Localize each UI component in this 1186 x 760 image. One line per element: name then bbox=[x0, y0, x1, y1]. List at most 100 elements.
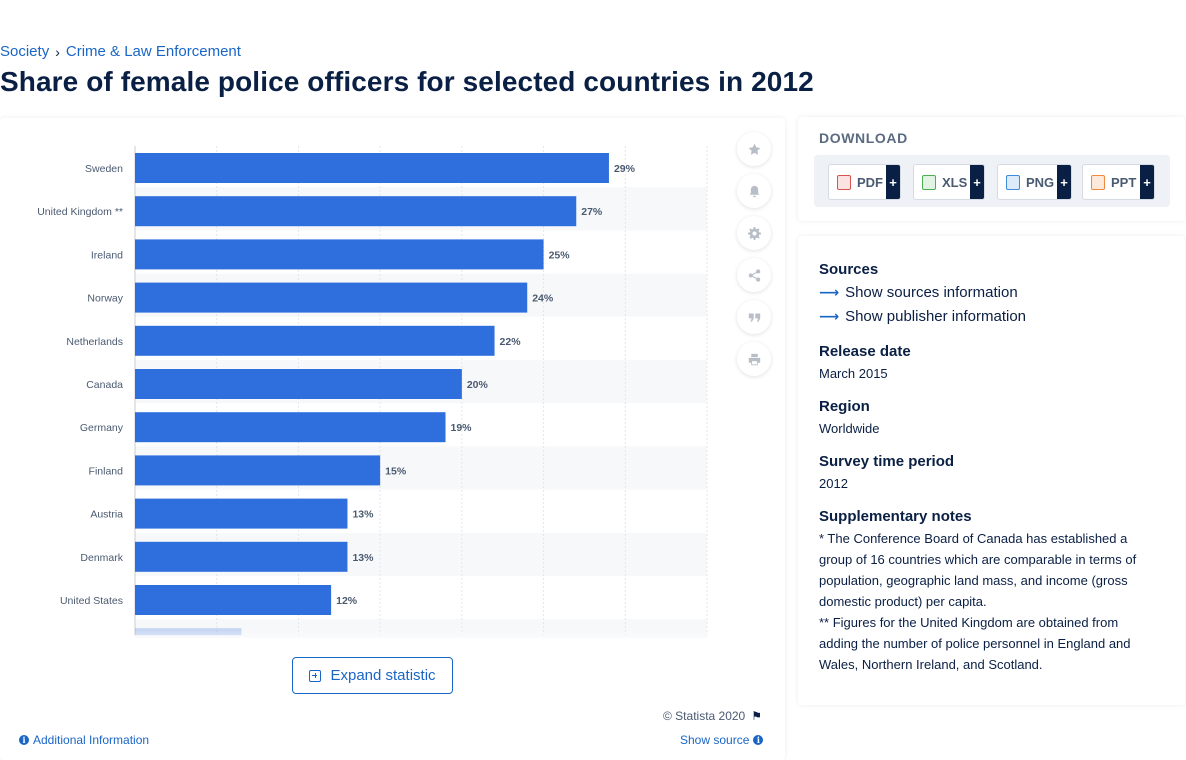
download-png-plus[interactable]: + bbox=[1057, 165, 1071, 199]
notification-button[interactable] bbox=[737, 174, 771, 208]
bar bbox=[135, 153, 609, 183]
bar bbox=[135, 196, 577, 227]
value-label: 19% bbox=[451, 422, 473, 434]
additional-information-label: Additional Information bbox=[33, 733, 150, 747]
download-xls-button[interactable]: XLS + bbox=[913, 164, 985, 200]
value-label: 27% bbox=[581, 206, 603, 218]
download-ppt-button[interactable]: PPT + bbox=[1082, 164, 1155, 200]
note-united-kingdom: ** Figures for the United Kingdom are ob… bbox=[819, 615, 1131, 672]
category-label: Netherlands bbox=[66, 336, 123, 348]
download-pdf-plus[interactable]: + bbox=[886, 165, 900, 199]
download-xls-plus[interactable]: + bbox=[970, 165, 984, 199]
bar bbox=[135, 239, 544, 270]
category-label: Austria bbox=[90, 509, 123, 521]
show-source-label: Show source bbox=[680, 733, 750, 747]
value-label: 20% bbox=[467, 379, 489, 391]
value-label: 15% bbox=[385, 465, 407, 477]
cite-button[interactable] bbox=[737, 300, 771, 334]
bar bbox=[135, 455, 381, 486]
sources-title: Sources bbox=[819, 261, 879, 278]
ppt-file-icon bbox=[1091, 174, 1105, 190]
bar bbox=[135, 369, 462, 399]
expand-icon bbox=[309, 669, 322, 682]
breadcrumb-society-link[interactable]: Society bbox=[0, 43, 50, 60]
download-ppt-plus[interactable]: + bbox=[1140, 165, 1154, 199]
flag-icon[interactable]: ⚑ bbox=[751, 709, 762, 723]
value-label: 22% bbox=[500, 336, 522, 348]
xls-file-icon bbox=[922, 174, 936, 190]
category-label: Denmark bbox=[80, 552, 123, 564]
value-label: 13% bbox=[352, 509, 374, 521]
share-button[interactable] bbox=[737, 258, 771, 292]
arrow-right-icon: ⟶ bbox=[819, 284, 840, 300]
breadcrumb-crime-link[interactable]: Crime & Law Enforcement bbox=[65, 43, 241, 60]
show-source-link[interactable]: Show source i bbox=[680, 733, 764, 747]
category-label: Canada bbox=[86, 379, 123, 391]
region-title: Region bbox=[819, 398, 870, 415]
supplementary-notes: * The Conference Board of Canada has est… bbox=[819, 528, 1159, 675]
info-icon: i bbox=[19, 735, 29, 745]
region-value: Worldwide bbox=[819, 421, 880, 436]
chart-fade bbox=[0, 629, 730, 638]
category-label: Germany bbox=[80, 422, 124, 434]
download-xls-label: XLS bbox=[942, 174, 968, 190]
category-label: Finland bbox=[89, 465, 124, 477]
category-label: Sweden bbox=[85, 163, 123, 175]
quote-icon bbox=[748, 312, 760, 322]
bar bbox=[135, 282, 528, 313]
category-label: Ireland bbox=[91, 249, 123, 261]
arrow-right-icon: ⟶ bbox=[819, 308, 840, 324]
breadcrumb: Society › Crime & Law Enforcement bbox=[0, 43, 241, 60]
value-label: 12% bbox=[336, 595, 358, 607]
show-sources-link[interactable]: ⟶ Show sources information bbox=[819, 284, 1018, 301]
print-button[interactable] bbox=[737, 342, 771, 376]
pdf-file-icon bbox=[837, 174, 851, 190]
bell-icon bbox=[749, 185, 759, 197]
download-png-label: PNG bbox=[1026, 174, 1055, 190]
chart-card: Sweden 29% United Kingdom ** 27% Ireland 25% N… bbox=[0, 118, 785, 760]
bar bbox=[135, 585, 332, 615]
print-icon bbox=[748, 353, 760, 365]
download-pdf-button[interactable]: PDF + bbox=[828, 164, 901, 200]
survey-period-title: Survey time period bbox=[819, 453, 955, 470]
share-icon bbox=[748, 268, 760, 282]
value-label: 25% bbox=[549, 249, 571, 261]
value-label: 29% bbox=[614, 163, 636, 175]
bar bbox=[135, 541, 348, 572]
bar-chart: Sweden 29% United Kingdom ** 27% Ireland 25% N… bbox=[0, 146, 730, 638]
gear-icon bbox=[747, 226, 761, 240]
download-png-button[interactable]: PNG + bbox=[997, 164, 1072, 200]
bar bbox=[135, 325, 495, 356]
favorite-button[interactable] bbox=[737, 132, 771, 166]
settings-button[interactable] bbox=[737, 216, 771, 250]
expand-statistic-button[interactable]: Expand statistic bbox=[292, 657, 453, 694]
copyright-text: © Statista 2020 bbox=[663, 709, 746, 723]
show-publisher-label: Show publisher information bbox=[845, 308, 1027, 325]
breadcrumb-separator: › bbox=[55, 43, 60, 60]
expand-statistic-label: Expand statistic bbox=[330, 667, 436, 684]
value-label: 24% bbox=[532, 293, 554, 305]
page-title: Share of female police officers for sele… bbox=[0, 66, 814, 97]
top-bar bbox=[0, 0, 1186, 38]
download-ppt-label: PPT bbox=[1111, 174, 1137, 190]
category-label: United Kingdom ** bbox=[37, 206, 123, 218]
download-options: PDF + XLS + PNG + PPT + bbox=[814, 155, 1170, 207]
show-sources-label: Show sources information bbox=[845, 284, 1018, 301]
download-title: DOWNLOAD bbox=[819, 130, 908, 146]
supplementary-notes-title: Supplementary notes bbox=[819, 508, 972, 525]
bar bbox=[135, 412, 446, 443]
show-publisher-link[interactable]: ⟶ Show publisher information bbox=[819, 308, 1026, 325]
png-file-icon bbox=[1006, 174, 1020, 190]
download-card: DOWNLOAD PDF + XLS + PNG + PPT + bbox=[798, 117, 1185, 221]
note-canada: * The Conference Board of Canada has est… bbox=[819, 531, 1137, 609]
category-label: United States bbox=[60, 595, 123, 607]
download-pdf-label: PDF bbox=[857, 174, 883, 190]
star-icon bbox=[748, 143, 760, 155]
copyright: © Statista 2020 ⚑ bbox=[663, 709, 762, 723]
survey-period-value: 2012 bbox=[819, 476, 848, 491]
additional-information-link[interactable]: i Additional Information bbox=[19, 733, 149, 747]
category-label: Norway bbox=[87, 293, 123, 305]
release-date-value: March 2015 bbox=[819, 366, 888, 381]
info-icon: i bbox=[753, 735, 764, 745]
chart-toolbar bbox=[737, 132, 773, 384]
